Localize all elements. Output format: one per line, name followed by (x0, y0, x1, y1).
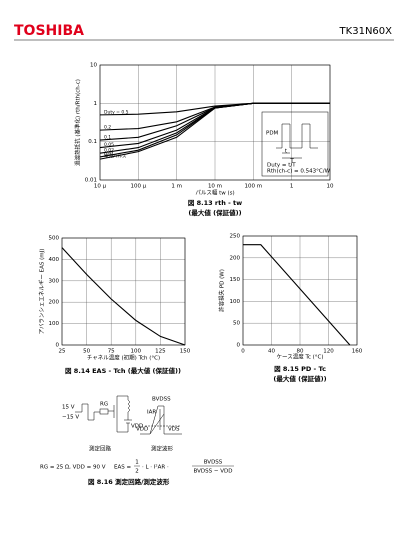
circuit-label: −15 V (62, 415, 79, 421)
y-tick-label: 150 (230, 277, 241, 283)
inset: PDM t T Duty = t/T Rth(ch-c) = 0.543°C/W (261, 111, 331, 177)
x-axis-label: ケース温度 Tc (°C) (276, 353, 323, 361)
chart-title: 図 8.13 rth - tw (188, 198, 242, 207)
chart-title: 図 8.15 PD - Tc (274, 364, 326, 373)
y-tick-label: 200 (49, 300, 60, 306)
y-tick-label: 100 (49, 321, 60, 327)
plot-frame (99, 64, 331, 181)
x-tick-label: 100 µ (130, 184, 146, 190)
formula-part: BVDSS (204, 460, 223, 466)
plot-frame (61, 237, 186, 346)
y-tick-label: 200 (230, 255, 241, 261)
figure-caption: 図 8.16 測定回路/測定波形 (88, 477, 170, 486)
y-tick-label: 250 (230, 234, 241, 240)
chart-subtitle: (最大値 (保証値)) (188, 208, 241, 217)
circuit-wires (108, 395, 132, 433)
formula-part: EAS = (114, 465, 131, 471)
chart-subtitle: (最大値 (保証値)) (273, 374, 326, 383)
inset-label: Rth(ch-c) = 0.543°C/W (267, 169, 331, 175)
y-axis-label: 過渡熱抵抗 (基準化) rth/Rth(ch-c) (74, 79, 82, 166)
x-tick-label: 150 (180, 349, 191, 355)
x-tick-label: 25 (59, 349, 66, 355)
x-tick-label: 40 (268, 349, 275, 355)
wave-label: BVDSS (152, 397, 171, 403)
wave-caption: 測定波形 (151, 445, 174, 453)
data-line (61, 247, 186, 346)
circuit-label: RG (100, 402, 108, 408)
inset-label: Duty = t/T (267, 163, 296, 169)
data-line (243, 244, 351, 346)
x-tick-label: 100 m (245, 184, 263, 190)
y-tick-label: 500 (49, 236, 60, 242)
waveform (140, 405, 182, 435)
series-label: 単発パルス (104, 153, 127, 160)
inset-box (261, 111, 329, 177)
y-tick-label: 0.01 (85, 178, 97, 184)
series-label: Duty = 0.5 (104, 109, 129, 115)
circuit-caption: 測定回路 (89, 445, 112, 453)
y-tick-label: 100 (230, 299, 241, 305)
y-tick-label: 400 (49, 257, 60, 263)
gate-pulse (75, 403, 100, 421)
dimension-lines (282, 152, 302, 159)
x-tick-label: 100 (131, 349, 142, 355)
wave-label: VDD (136, 427, 148, 433)
x-axis-label: チャネル温度 (初期) Tch (°C) (87, 354, 160, 362)
x-tick-label: 1 m (171, 184, 182, 190)
x-tick-label: 120 (323, 349, 334, 355)
wave-label: IAR (147, 410, 156, 416)
circuit-label: 15 V (62, 405, 75, 411)
series-label: 0.01 (104, 151, 114, 157)
circuit-label: VDD (131, 424, 143, 430)
series-label: 0.1 (104, 135, 111, 141)
formula-part: 2 (135, 469, 139, 475)
y-tick-label: 0 (56, 343, 60, 349)
formula-part: 1 (135, 460, 139, 466)
y-tick-label: 1 (94, 101, 98, 107)
x-tick-label: 1 (290, 184, 294, 190)
series-label: 0.2 (104, 125, 111, 131)
y-tick-label: 0.1 (88, 139, 97, 145)
x-tick-label: 125 (155, 349, 166, 355)
inset-label: T (289, 159, 294, 165)
y-axis-label: 許容損失 PD (W) (218, 269, 226, 312)
series-label: 0.02 (104, 148, 114, 154)
y-axis-label: アバランシェエネルギー EAS (mJ) (39, 249, 46, 335)
x-tick-label: 50 (83, 349, 90, 355)
x-tick-label: 160 (352, 349, 363, 355)
x-tick-label: 0 (241, 349, 245, 355)
y-tick-label: 10 (90, 63, 97, 69)
y-tick-label: 0 (237, 343, 241, 349)
plot-frame (242, 235, 358, 346)
x-tick-label: 10 (327, 184, 334, 190)
y-tick-label: 300 (49, 278, 60, 284)
y-tick-label: 50 (233, 321, 240, 327)
formula-conditions: RG = 25 Ω, VDD = 90 V (40, 465, 106, 471)
wave-label: VDS (168, 427, 180, 433)
x-tick-label: 75 (108, 349, 115, 355)
inset-label: PDM (266, 131, 279, 137)
inset-label: t (285, 149, 288, 155)
resistor (99, 408, 109, 415)
brand: TOSHIBA (14, 23, 84, 39)
formula-part: BVDSS − VDD (194, 469, 233, 475)
x-tick-label: 80 (297, 349, 304, 355)
part-number: TK31N60X (339, 26, 393, 37)
x-tick-label: 10 m (208, 184, 222, 190)
series-label: 0.05 (104, 142, 114, 148)
x-axis-label: パルス幅 tw (s) (195, 189, 234, 197)
test-circuit: 15 V −15 V RG VDD 測定回路 BVDSS IAR VDD VDS… (40, 395, 234, 486)
chart-title: 図 8.14 EAS - Tch (最大値 (保証値)) (65, 366, 181, 375)
formula-part: · L · I²AR · (142, 464, 169, 471)
x-tick-label: 10 µ (94, 184, 107, 190)
data-line (99, 102, 330, 160)
pulse-waveform (276, 123, 318, 149)
